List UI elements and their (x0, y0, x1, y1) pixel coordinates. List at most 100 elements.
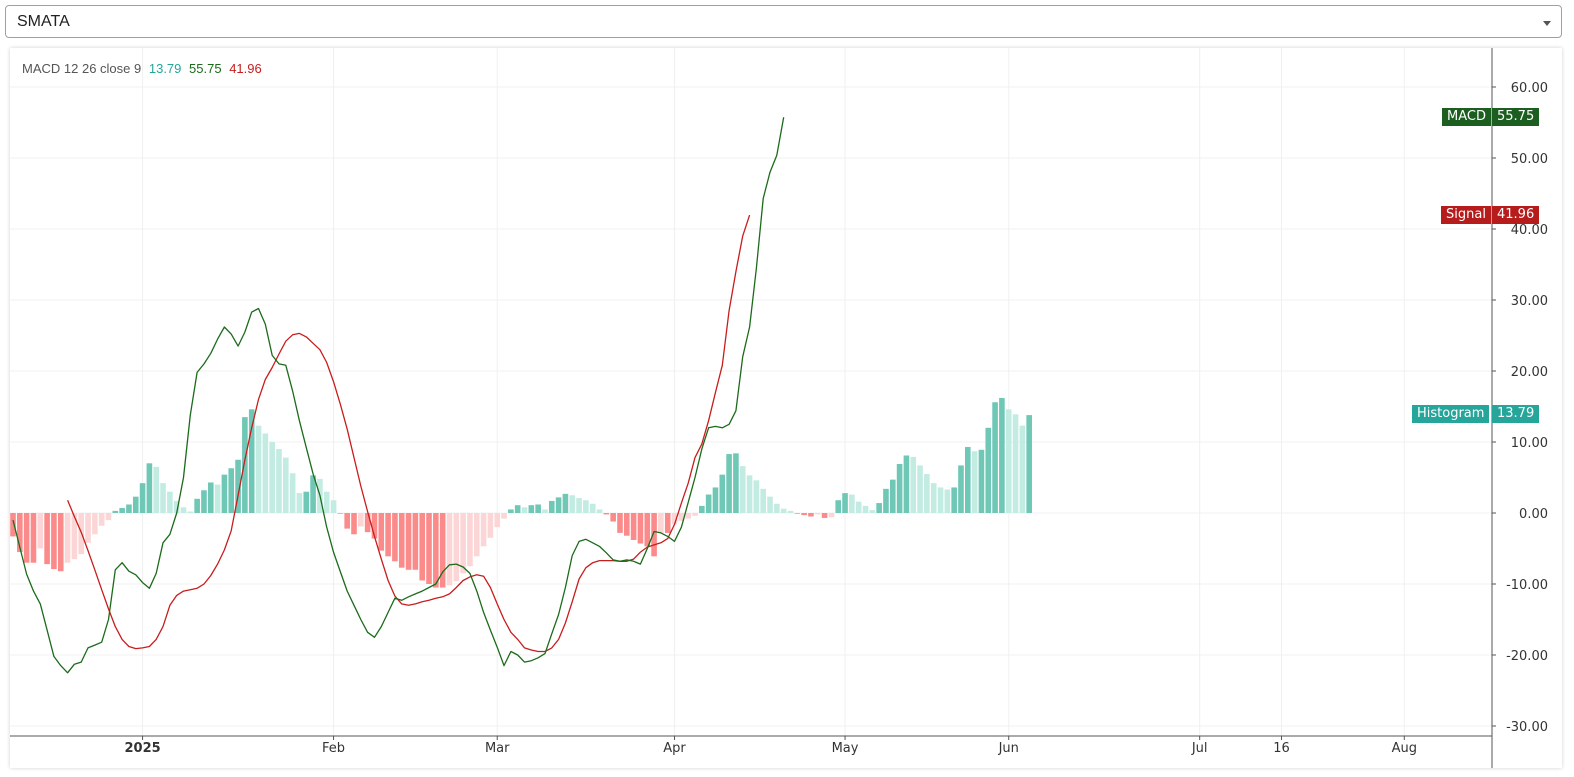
histogram-bar (10, 513, 16, 537)
histogram-bar (760, 488, 766, 513)
histogram-bar (487, 513, 494, 538)
histogram-bar (262, 433, 269, 513)
histogram-bar (514, 505, 521, 513)
histogram-bar (248, 409, 255, 513)
histogram-bar (460, 513, 466, 574)
histogram-bar (126, 504, 132, 513)
histogram-bar (896, 464, 903, 513)
histogram-bar (23, 513, 30, 563)
histogram-bar (930, 483, 937, 513)
histogram-bar (985, 427, 992, 513)
legend-signal-value: 41.96 (229, 61, 262, 76)
macd-line (12, 117, 785, 674)
histogram-bar (999, 397, 1005, 513)
histogram-bar (501, 513, 507, 519)
histogram-bar (774, 503, 780, 513)
histogram-bar (330, 500, 337, 513)
chevron-down-icon[interactable] (1543, 21, 1551, 26)
y-tick-label: 10.00 (1511, 436, 1548, 451)
histogram-bar (160, 483, 166, 513)
histogram-bar (548, 500, 555, 513)
histogram-bar (392, 513, 398, 562)
histogram-bar (910, 456, 917, 513)
histogram-bar (412, 513, 419, 570)
x-tick-label: Aug (1392, 741, 1417, 756)
histogram-bar (555, 497, 562, 513)
histogram-bar (958, 465, 964, 513)
y-tick-label: -10.00 (1506, 578, 1548, 593)
histogram-bar (978, 449, 985, 513)
histogram-bar (398, 513, 405, 568)
histogram-bar (780, 508, 787, 513)
histogram-bar (167, 491, 173, 513)
histogram-bar (337, 513, 344, 514)
histogram-bar (937, 487, 944, 513)
histogram-bar (637, 513, 644, 544)
histogram-bar (951, 487, 957, 513)
histogram-bar (207, 482, 214, 513)
y-tick-label: 50.00 (1511, 152, 1548, 167)
histogram-bar (794, 513, 801, 514)
histogram-bar (992, 402, 998, 513)
histogram-bar (692, 513, 698, 516)
histogram-bar (828, 513, 835, 518)
histogram-bar (453, 513, 460, 582)
histogram-bar (433, 513, 439, 588)
histogram-bar (187, 511, 194, 513)
histogram-bar (739, 466, 746, 513)
legend-macd-value: 55.75 (189, 61, 222, 76)
histogram-bar (378, 513, 385, 551)
x-tick-label: Mar (485, 741, 510, 756)
y-tick-label: 30.00 (1511, 294, 1548, 309)
histogram-bar (344, 513, 350, 529)
chart-legend: MACD 12 26 close 9 13.79 55.75 41.96 (22, 61, 266, 76)
histogram-bar (194, 498, 200, 513)
legend-hist-value: 13.79 (148, 61, 182, 76)
histogram-bar (528, 505, 535, 513)
macd-tag-label: MACD (1442, 108, 1491, 126)
histogram-bar (480, 513, 487, 547)
histogram-bar (630, 513, 637, 540)
histogram-bar (965, 446, 971, 513)
histogram-bar (903, 455, 910, 513)
histogram-bar (30, 513, 37, 563)
y-tick-label: -20.00 (1506, 649, 1548, 664)
histogram-bar (57, 513, 64, 572)
histogram-bar (385, 513, 391, 557)
histogram-bar (303, 491, 310, 513)
histogram-bar (678, 513, 685, 521)
histogram-bar (289, 473, 296, 513)
histogram-bar (64, 513, 71, 563)
histogram-bar (228, 468, 235, 513)
histogram-bar (576, 498, 582, 513)
histogram-bar (542, 509, 548, 513)
histogram-bar (235, 459, 241, 513)
histogram-bar (835, 500, 842, 513)
macd-chart[interactable]: 60.00 50.00 40.00 30.00 20.00 10.00 0.00 -10.00… (10, 48, 1562, 768)
y-tick-label: 60.00 (1511, 81, 1548, 96)
histogram-bar (712, 487, 719, 513)
histogram-bar (869, 510, 876, 513)
symbol-select-value: SMATA (17, 13, 70, 30)
histogram-bar (201, 490, 207, 513)
histogram-bar (98, 513, 105, 526)
histogram-bar (132, 496, 139, 513)
histogram-bar (849, 494, 855, 513)
histogram-bar (426, 513, 432, 584)
histogram-bar (1012, 414, 1019, 513)
symbol-select[interactable]: SMATA (5, 5, 1562, 38)
histogram-bar (944, 489, 951, 513)
histogram-bar (242, 417, 248, 513)
signal-line (66, 214, 751, 653)
histogram-bar (917, 465, 923, 513)
histogram-bar (569, 495, 576, 513)
histogram-bar (644, 513, 651, 547)
histogram-bar (283, 457, 289, 513)
histogram-bar (705, 494, 712, 513)
histogram-bar (733, 453, 739, 513)
histogram-bar (651, 513, 657, 557)
macd-chart-panel[interactable]: 60.00 50.00 40.00 30.00 20.00 10.00 0.00 -10.00… (10, 48, 1562, 768)
histogram-bar (214, 484, 221, 513)
y-tick-label: -30.00 (1506, 720, 1548, 735)
histogram-bar (51, 513, 57, 570)
